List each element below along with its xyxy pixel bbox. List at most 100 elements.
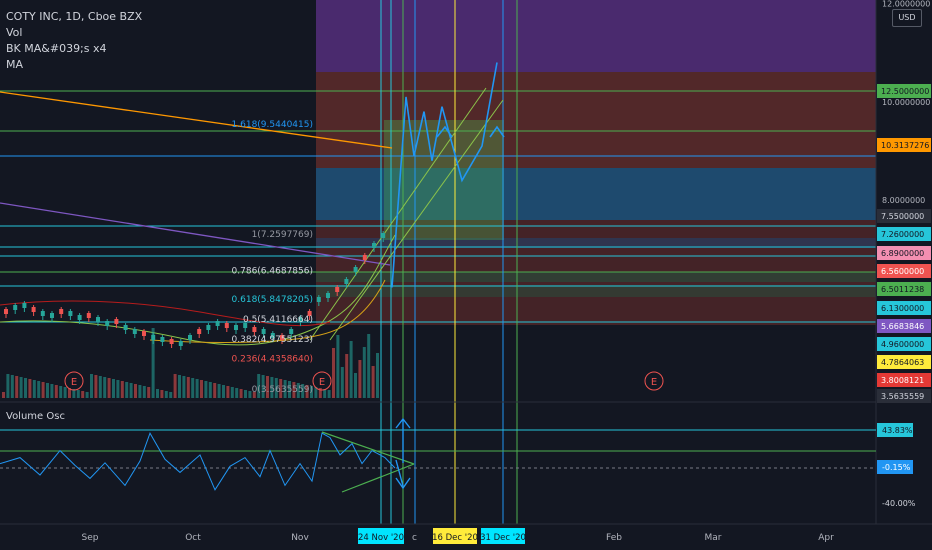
volume-bar [76,390,80,398]
symbol-title[interactable]: COTY INC, 1D, Cboe BZX [6,10,143,23]
indicator-bk-ma[interactable]: BK MA&#039;s x4 [6,42,107,55]
volume-bar [318,388,322,398]
volume-bar [90,374,93,398]
candle [362,255,367,260]
candle [114,319,119,324]
candle [344,279,349,284]
fibonacci-zones [316,0,876,325]
price-tick: 8.0000000 [882,196,925,205]
candle [77,315,82,320]
volume-bar [270,377,274,398]
fib-label: 1(7.2597769) [252,230,313,240]
fib-label: 0.618(5.8478205) [232,295,313,305]
fib-zone-band-1 [316,238,876,248]
volume-bar [208,382,212,398]
volume-bar [230,387,234,398]
candle [160,337,165,342]
volume-bar [257,374,261,398]
volume-bar [156,389,159,398]
volume-bar [222,385,225,398]
volume-bar [288,381,291,398]
volume-bar [371,366,375,398]
volume-bar [6,374,10,398]
price-tick: 12.0000000 [882,0,930,9]
volume-bar [301,384,305,398]
volume-bar [235,388,239,398]
volume-bar [252,392,256,398]
candle [252,327,257,332]
price-label: 6.5011238 [881,285,924,294]
volume-bars [2,328,379,398]
candle [326,293,330,298]
indicator-vol[interactable]: Vol [6,26,23,39]
volume-bar [94,375,98,398]
osc-arrow-up [395,417,411,463]
osc-label: -40.00% [882,499,916,508]
earnings-marker[interactable] [64,371,84,391]
candle [307,311,312,316]
fib-label: 0.236(4.4358640) [232,354,313,364]
candle [4,309,8,314]
volume-bar [169,392,173,398]
price-label-bg [877,264,931,278]
volume-bar [204,381,208,398]
ma-curve-yellow [149,279,386,343]
volume-bar [362,347,366,398]
price-label-bg [877,337,931,351]
indicator-ma[interactable]: MA [6,58,24,71]
volume-bar [103,377,107,398]
earnings-marker-letter: E [71,377,77,388]
time-label-bg [481,528,525,544]
candle [123,325,128,330]
volume-bar [367,334,371,398]
osc-label: 43.83% [882,426,913,435]
price-label: 4.7864063 [881,358,924,367]
candle [234,325,238,330]
oscillator-title[interactable]: Volume Osc [6,411,65,422]
oscillator-axis-labels: 43.83% -0.15% -40.00% [877,423,916,508]
volume-bar [376,353,379,398]
candle [215,321,220,326]
volume-bar [112,379,115,398]
volume-bar [274,378,278,398]
volume-bar [248,391,252,398]
volume-bar [323,389,327,398]
candle [13,305,18,310]
volume-bar [336,335,340,398]
volume-bar [292,382,296,398]
candle [335,287,340,292]
candle [59,309,64,314]
candle [22,303,27,308]
volume-bar [358,360,362,398]
candle [261,329,266,334]
candle [243,323,248,328]
time-tick: Oct [185,533,201,543]
volume-bar [63,387,67,398]
orange-trendline [0,91,393,149]
time-axis-ticks: Sep Oct Nov Feb Mar Apr c [82,533,835,543]
candle [31,307,36,312]
price-label: 12.5000000 [881,87,929,96]
time-label: 31 Dec '20 [480,533,526,543]
earnings-marker[interactable] [644,371,664,391]
price-tick: 10.0000000 [882,98,930,107]
volume-bar [85,392,89,398]
price-label: 5.6683846 [881,322,924,331]
volume-bar [54,385,58,398]
currency-button[interactable]: USD [892,9,922,27]
time-tick: Sep [82,533,99,543]
earnings-marker[interactable] [312,371,332,391]
volume-bar [37,381,41,398]
candle [169,339,174,344]
volume-bar [173,374,177,398]
volume-bar [310,386,313,398]
time-tick: Nov [291,533,309,543]
price-label: 7.5500000 [881,212,924,221]
projection-path [391,62,498,288]
volume-bar [244,390,247,398]
volume-bar [182,376,186,398]
volume-bar [59,386,63,398]
volume-bar [178,375,181,398]
volume-bar [239,389,243,398]
osc-triangle-top [321,431,415,465]
